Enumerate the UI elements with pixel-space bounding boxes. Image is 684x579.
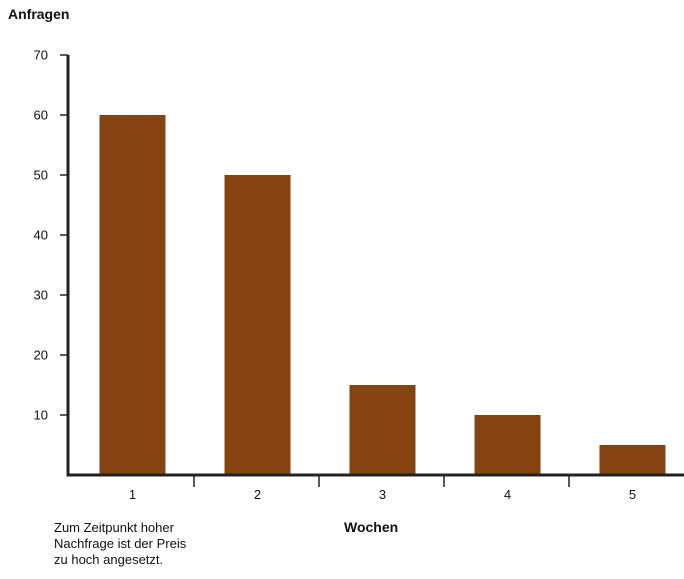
x-tick-label-4: 4	[504, 487, 511, 502]
bar-1	[99, 115, 166, 475]
axes-layer	[60, 54, 684, 487]
x-axis-title: Wochen	[344, 519, 399, 535]
bar-4	[474, 415, 541, 475]
annotation-line-1: Zum Zeitpunkt hoher	[54, 520, 174, 535]
x-tick-label-2: 2	[254, 487, 261, 502]
labels-layer: 10 20 30 40 50 60 70 1 2 3 4 5	[34, 48, 637, 503]
x-tick-label-5: 5	[629, 487, 636, 502]
y-tick-label-50: 50	[34, 168, 48, 183]
bar-5	[599, 445, 666, 475]
annotation-line-3: zu hoch angesetzt.	[54, 552, 164, 567]
y-tick-label-10: 10	[34, 408, 48, 423]
bars-layer	[99, 115, 666, 475]
x-tick-label-1: 1	[129, 487, 136, 502]
y-tick-label-20: 20	[34, 348, 48, 363]
y-tick-label-30: 30	[34, 288, 48, 303]
annotation-line-2: Nachfrage ist der Preis	[54, 536, 187, 551]
y-tick-label-40: 40	[34, 228, 48, 243]
y-axis-title: Anfragen	[8, 6, 70, 22]
y-tick-label-60: 60	[34, 108, 48, 123]
bar-2	[224, 175, 291, 475]
x-tick-label-3: 3	[379, 487, 386, 502]
y-tick-label-70: 70	[34, 48, 48, 63]
chart-annotation: Zum Zeitpunkt hoher Nachfrage ist der Pr…	[54, 520, 254, 568]
bar-3	[349, 385, 416, 475]
